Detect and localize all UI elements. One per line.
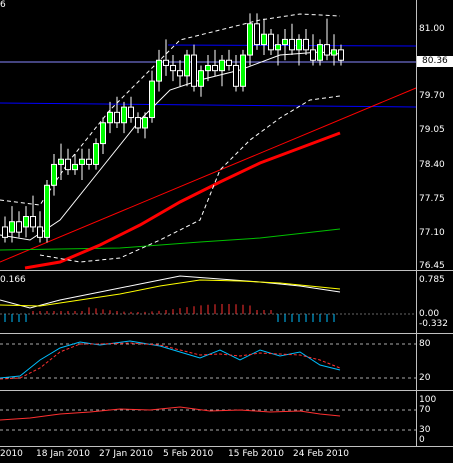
date-tick: 2010 [0,449,23,459]
candle-body [114,111,120,124]
rsi-line [0,406,341,421]
candle-body [107,111,113,124]
date-tick: 5 Feb 2010 [163,449,214,459]
candle-body [240,54,246,87]
date-tick: 18 Jan 2010 [36,449,90,459]
stoch-tick: 20 [419,373,431,383]
candle-body [30,216,36,228]
price-tick: 77.10 [419,228,445,238]
candle-body [233,64,239,87]
candle-body [198,70,204,87]
candle-body [156,59,162,82]
candle-body [37,226,43,238]
rsi-tick: 30 [419,425,431,435]
price-tick: 76.45 [419,261,445,271]
candle-body [247,23,253,56]
rsi-tick: 100 [419,395,437,405]
candle-body [324,44,330,56]
rsi-tick: 0 [419,435,425,445]
candle-body [177,70,183,77]
candle-body [163,59,169,66]
candle-body [23,216,29,228]
candle-body [191,54,197,87]
candle-body [135,117,141,129]
panel-divider-macd[interactable] [0,270,453,271]
candle-body [261,33,267,46]
candle-body [149,80,155,119]
fast-moving-average [0,51,341,241]
candle-body [289,38,295,51]
candle-body [128,106,134,119]
candle-body [275,44,281,51]
slow-moving-average [0,228,341,251]
candle-body [9,221,15,233]
medium-moving-average [24,131,341,270]
candle-body [65,158,71,171]
date-tick: 24 Feb 2010 [293,449,350,459]
candle-body [16,221,22,233]
candle-body [72,163,78,171]
candle-body [296,38,302,51]
panel-divider-rsi[interactable] [0,390,453,391]
price-axis-divider [416,0,417,447]
upper-band [0,13,341,206]
candle-body [44,184,50,238]
date-tick: 27 Jan 2010 [99,449,153,459]
candle-body [282,38,288,46]
candle-body [93,143,99,165]
stoch-signal-line [0,342,341,380]
candle-body [51,163,57,186]
date-tick: 15 Feb 2010 [228,449,285,459]
candle-body [310,49,316,61]
candle-body [254,23,260,46]
macd-main-line [0,275,341,309]
candle-body [226,59,232,66]
macd-signal-line [0,279,341,307]
symbol-title: 6 [0,0,6,10]
candle-body [331,49,337,56]
candle-body [338,49,344,61]
candle-body [86,158,92,165]
trend-line [0,87,417,263]
rsi-tick: 70 [419,405,431,415]
candle-body [317,44,323,61]
macd-value-label: 0.166 [0,275,26,285]
price-tick: 79.05 [419,125,445,135]
candle-body [170,64,176,72]
lower-band [39,95,341,263]
candle-body [219,59,225,72]
price-tick: 78.40 [419,160,445,170]
candle-body [2,226,8,238]
macd-tick: 0.00 [419,309,440,319]
candle-body [100,122,106,145]
macd-tick: -0.332 [419,319,449,329]
candle-body [268,33,274,51]
candle-body [79,158,85,165]
panel-divider-stoch[interactable] [0,333,453,334]
candle-body [303,38,309,51]
price-tick: 79.70 [419,91,445,101]
macd-tick: 0.785 [419,275,445,285]
candle-body [212,64,218,72]
price-tick: 81.00 [419,24,445,34]
candle-body [58,158,64,165]
channel-lower-line [0,102,417,108]
candle-body [142,117,148,129]
price-tick: 77.75 [419,194,445,204]
candle-body [184,54,190,77]
candle-body [121,106,127,124]
current-price-badge: 80.36 [417,56,453,67]
time-axis-divider [0,446,453,447]
stoch-tick: 80 [419,339,431,349]
candle-body [205,64,211,72]
